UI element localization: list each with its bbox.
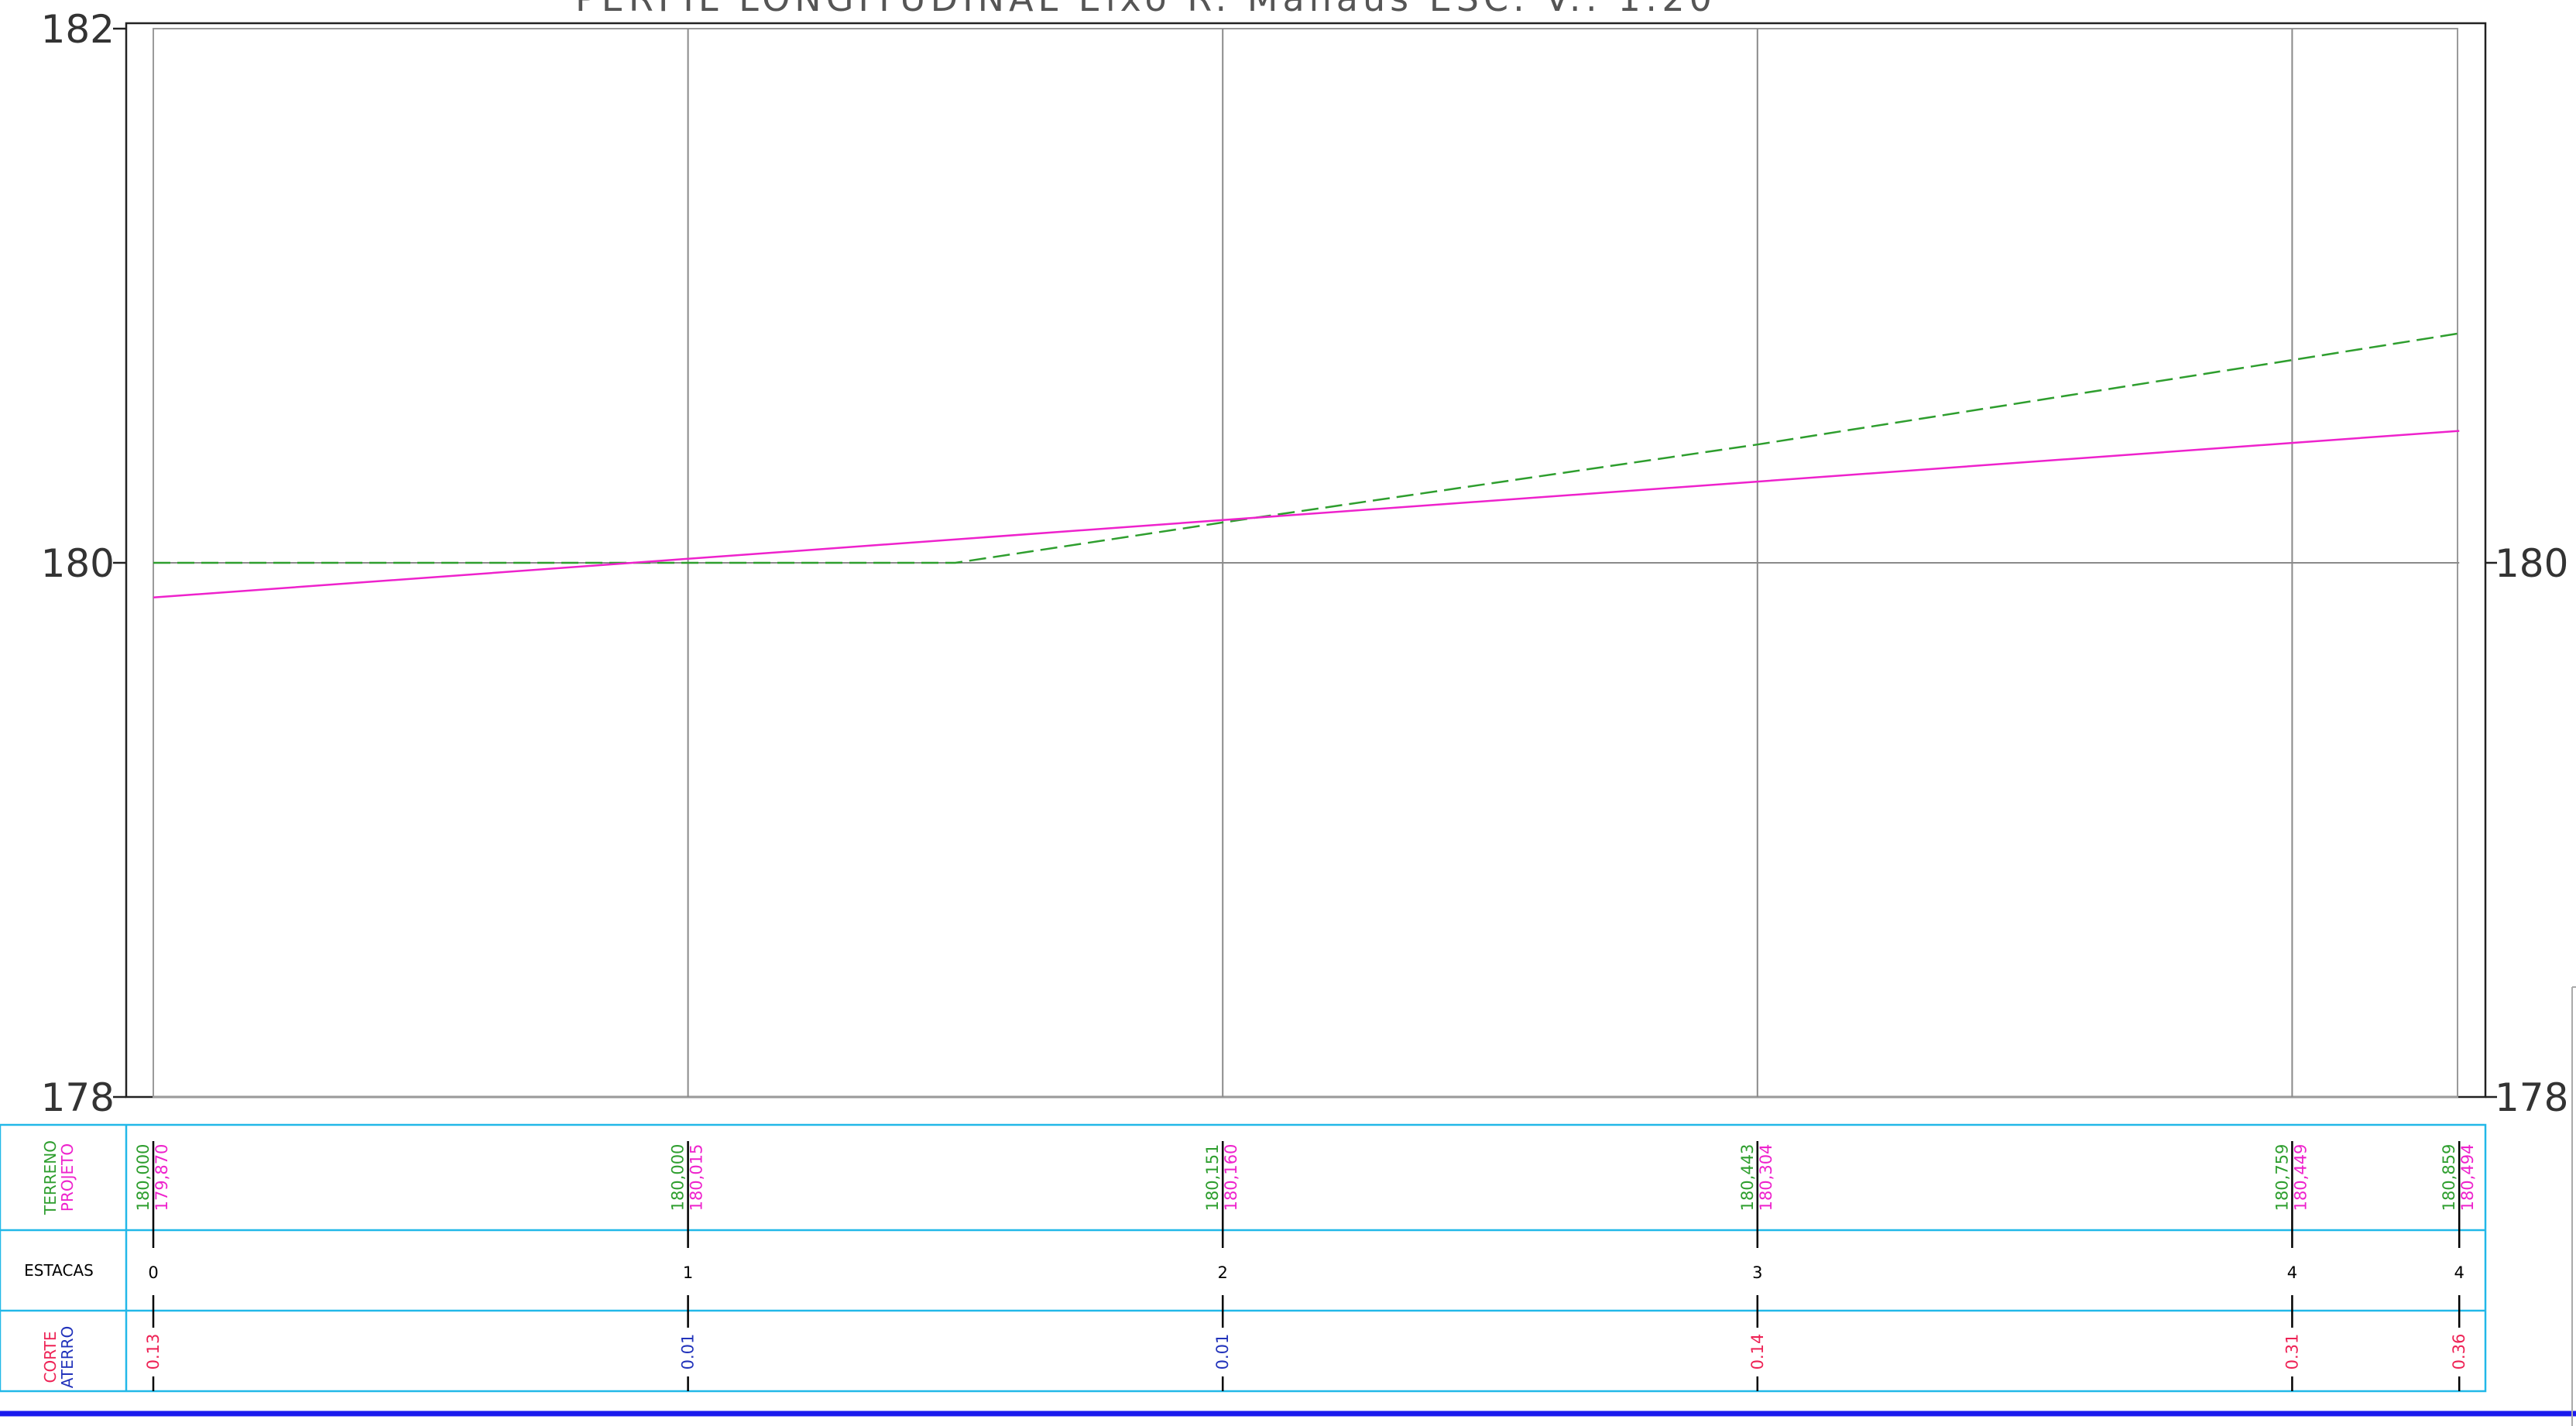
estaca-label: 1	[683, 1263, 693, 1282]
ytick-label-180: 180	[41, 541, 115, 586]
corte-aterro-value: 0.01	[1213, 1334, 1232, 1370]
row-label-terreno: TERRENO	[41, 1140, 60, 1215]
estaca-label: 3	[1752, 1263, 1762, 1282]
table-frame	[0, 1123, 2487, 1393]
terreno-value: 180,151	[1203, 1144, 1222, 1212]
row-label-aterro: ATERRO	[58, 1326, 77, 1389]
ytick-label-182: 182	[41, 7, 115, 52]
projeto-value: 180,304	[1757, 1144, 1775, 1212]
corte-aterro-value: 0.01	[679, 1334, 698, 1370]
corte-aterro-value: 0.36	[2450, 1334, 2468, 1370]
estaca-label: 4	[2454, 1263, 2465, 1282]
terreno-value: 180,000	[669, 1144, 688, 1212]
series-layer	[153, 332, 2460, 599]
corte-aterro-value: 0.31	[2283, 1334, 2301, 1370]
projeto-value: 180,449	[2291, 1144, 2310, 1212]
terreno-value: 180,859	[2440, 1144, 2458, 1212]
estaca-label: 4	[2287, 1263, 2297, 1282]
estaca-label: 0	[148, 1263, 158, 1282]
terreno-value: 180,000	[134, 1144, 153, 1212]
right-ytick-label-178: 178	[2495, 1075, 2568, 1120]
chart-title: PERFIL LONGITUDINAL Eixo R. Manaus ESC. …	[575, 0, 1717, 19]
estaca-label: 2	[1218, 1263, 1228, 1282]
corte-aterro-value: 0.13	[144, 1334, 163, 1370]
ytick-label-178: 178	[41, 1075, 115, 1120]
row-label-estacas: ESTACAS	[24, 1261, 94, 1280]
right-ytick-label-180: 180	[2495, 541, 2568, 586]
projeto-value: 179,870	[153, 1144, 171, 1212]
terreno-value: 180,759	[2272, 1144, 2291, 1212]
series-line-terreno	[153, 332, 2460, 564]
projeto-value: 180,160	[1222, 1144, 1240, 1212]
series-line-projeto	[153, 430, 2460, 599]
row-label-projeto: PROJETO	[58, 1143, 77, 1212]
terreno-value: 180,443	[1738, 1144, 1757, 1212]
projeto-value: 180,015	[688, 1144, 706, 1212]
projeto-value: 180,494	[2458, 1144, 2477, 1212]
corte-aterro-value: 0.14	[1748, 1334, 1767, 1370]
outer-frame	[125, 22, 2487, 1099]
row-label-corte: CORTE	[41, 1331, 60, 1383]
